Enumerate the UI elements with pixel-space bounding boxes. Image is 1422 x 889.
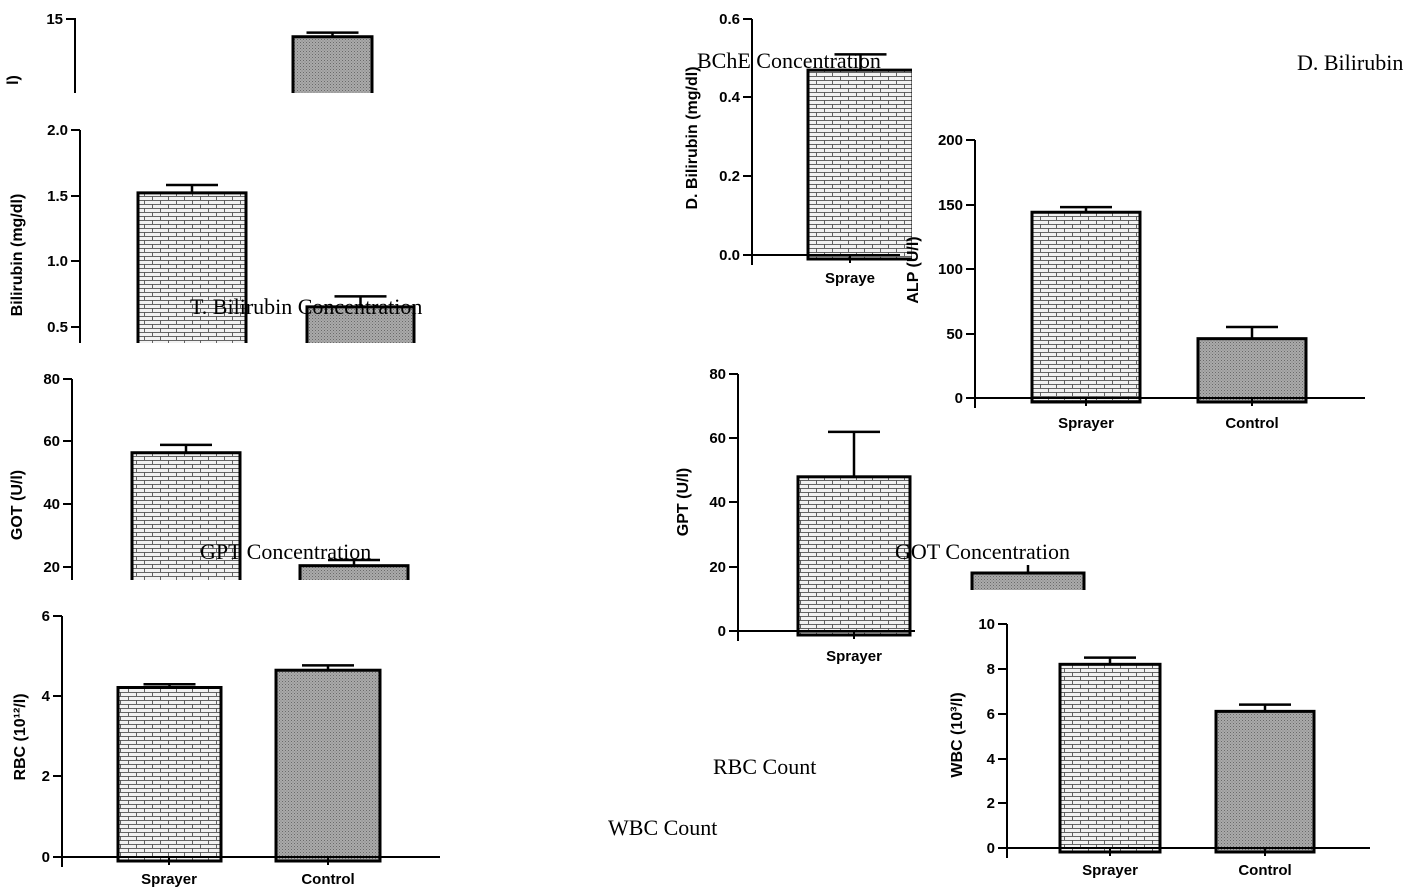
caption-wbc-count: WBC Count	[608, 815, 718, 840]
panel-got: 80 60 40 20 GOT (U/l)	[9, 371, 410, 580]
y-tick-label-rbc-1: 4	[42, 688, 51, 705]
x-tick-label-alp-1: Control	[1225, 415, 1278, 432]
caption-rbc-count: RBC Count	[713, 754, 817, 779]
bar-wbc-1	[1214, 709, 1316, 854]
bar-rbc-0	[116, 685, 223, 863]
panel-alp: 200 150 100 50 0 Sprayer Control ALP (U/l)	[905, 132, 1365, 432]
y-tick-label-wbc-4: 2	[987, 795, 995, 812]
y-tick-label-got-0: 80	[43, 371, 60, 388]
y-tick-label-rbc-2: 2	[42, 768, 50, 785]
y-tick-label-tbili-3: 0.5	[47, 319, 68, 336]
bar-got_partial-0	[970, 571, 1086, 590]
y-axis-title-tbili: Bilirubin (mg/dl)	[9, 194, 26, 317]
y-axis-title-got: GOT (U/l)	[9, 470, 26, 540]
y-tick-label-tbili-2: 1.0	[47, 253, 68, 270]
bar-alp-0	[1030, 210, 1142, 404]
y-tick-label-alp-1: 150	[938, 197, 963, 214]
caption-d-bilirubin: D. Bilirubin	[1297, 50, 1404, 75]
y-tick-label-gpt-1: 60	[709, 430, 726, 447]
caption-got-concentration: GOT Concentration	[895, 539, 1070, 564]
y-axis-title-bche: l)	[5, 75, 22, 85]
y-tick-label-got-1: 60	[43, 433, 60, 450]
y-tick-label-rbc-0: 6	[42, 608, 50, 625]
panel-bche: 15 l)	[5, 11, 374, 93]
y-axis-title-wbc: WBC (10³/l)	[949, 692, 966, 777]
y-tick-label-alp-2: 100	[938, 261, 963, 278]
y-axis-title-alp: ALP (U/l)	[905, 236, 922, 303]
panel-got_partial	[970, 565, 1086, 590]
y-tick-label-wbc-3: 4	[987, 751, 996, 768]
y-tick-label-wbc-2: 6	[987, 706, 995, 723]
y-tick-label-gpt-3: 20	[709, 559, 726, 576]
x-tick-label-alp-0: Sprayer	[1058, 415, 1114, 432]
bar-tbili-0	[136, 191, 248, 343]
panel-wbc: 10 8 6 4 2 0 Sprayer Control WBC (10³/l)	[949, 616, 1370, 879]
y-tick-label-rbc-3: 0	[42, 849, 50, 866]
y-tick-label-gpt-0: 80	[709, 366, 726, 383]
y-tick-label-wbc-0: 10	[978, 616, 995, 633]
caption-gpt-concentration: GPT Concentration	[200, 539, 372, 564]
panel-rbc: 6 4 2 0 Sprayer Control RBC (10¹²/l)	[12, 608, 440, 888]
x-tick-label-wbc-0: Sprayer	[1082, 862, 1138, 879]
y-tick-label-dbili-1: 0.4	[719, 89, 741, 106]
bar-wbc-0	[1058, 662, 1162, 854]
panel-gpt: 80 60 40 20 0 Sprayer GPT (U/l)	[675, 366, 915, 665]
y-tick-label-dbili-3: 0.0	[719, 247, 740, 264]
y-tick-label-got-3: 20	[43, 559, 60, 576]
y-tick-label-alp-4: 0	[955, 390, 963, 407]
y-tick-label-gpt-2: 40	[709, 494, 726, 511]
bar-alp-1	[1196, 337, 1308, 404]
x-tick-label-rbc-0: Sprayer	[141, 871, 197, 888]
y-axis-title-gpt: GPT (U/l)	[675, 468, 692, 536]
bar-got-1	[298, 564, 410, 580]
bar-rbc-1	[274, 668, 382, 863]
y-tick-label-tbili-1: 1.5	[47, 188, 68, 205]
y-tick-label-wbc-1: 8	[987, 661, 995, 678]
bar-tbili-1	[305, 305, 416, 343]
x-tick-label-dbili-0: Spraye	[825, 270, 875, 287]
bar-bche-1	[291, 35, 374, 93]
y-tick-label-bche-0: 15	[46, 11, 63, 28]
bar-gpt-0	[796, 475, 912, 637]
bar-got-0	[130, 451, 242, 580]
caption-t-bilirubin-concentration: T. Bilirubin Concentration	[190, 294, 423, 319]
y-tick-label-alp-3: 50	[946, 326, 963, 343]
y-tick-label-alp-0: 200	[938, 132, 963, 149]
bar-dbili-0	[806, 68, 912, 261]
y-axis-title-dbili: D. Bilirubin (mg/dl)	[684, 66, 701, 209]
caption-bche-concentration: BChE Concentration	[697, 48, 881, 73]
y-tick-label-tbili-0: 2.0	[47, 122, 68, 139]
panel-dbili: 0.6 0.4 0.2 0.0 Spraye D. Bilirubin (mg/dl)	[684, 11, 912, 287]
y-tick-label-dbili-2: 0.2	[719, 168, 740, 185]
y-tick-label-dbili-0: 0.6	[719, 11, 740, 28]
y-axis-title-rbc: RBC (10¹²/l)	[12, 693, 29, 780]
x-tick-label-gpt-0: Sprayer	[826, 648, 882, 665]
y-tick-label-gpt-4: 0	[718, 623, 726, 640]
y-tick-label-got-2: 40	[43, 496, 60, 513]
y-tick-label-wbc-5: 0	[987, 840, 995, 857]
panel-tbili: 2.0 1.5 1.0 0.5 Bilirubin (mg/dl)	[9, 122, 416, 343]
x-tick-label-wbc-1: Control	[1238, 862, 1291, 879]
x-tick-label-rbc-1: Control	[301, 871, 354, 888]
